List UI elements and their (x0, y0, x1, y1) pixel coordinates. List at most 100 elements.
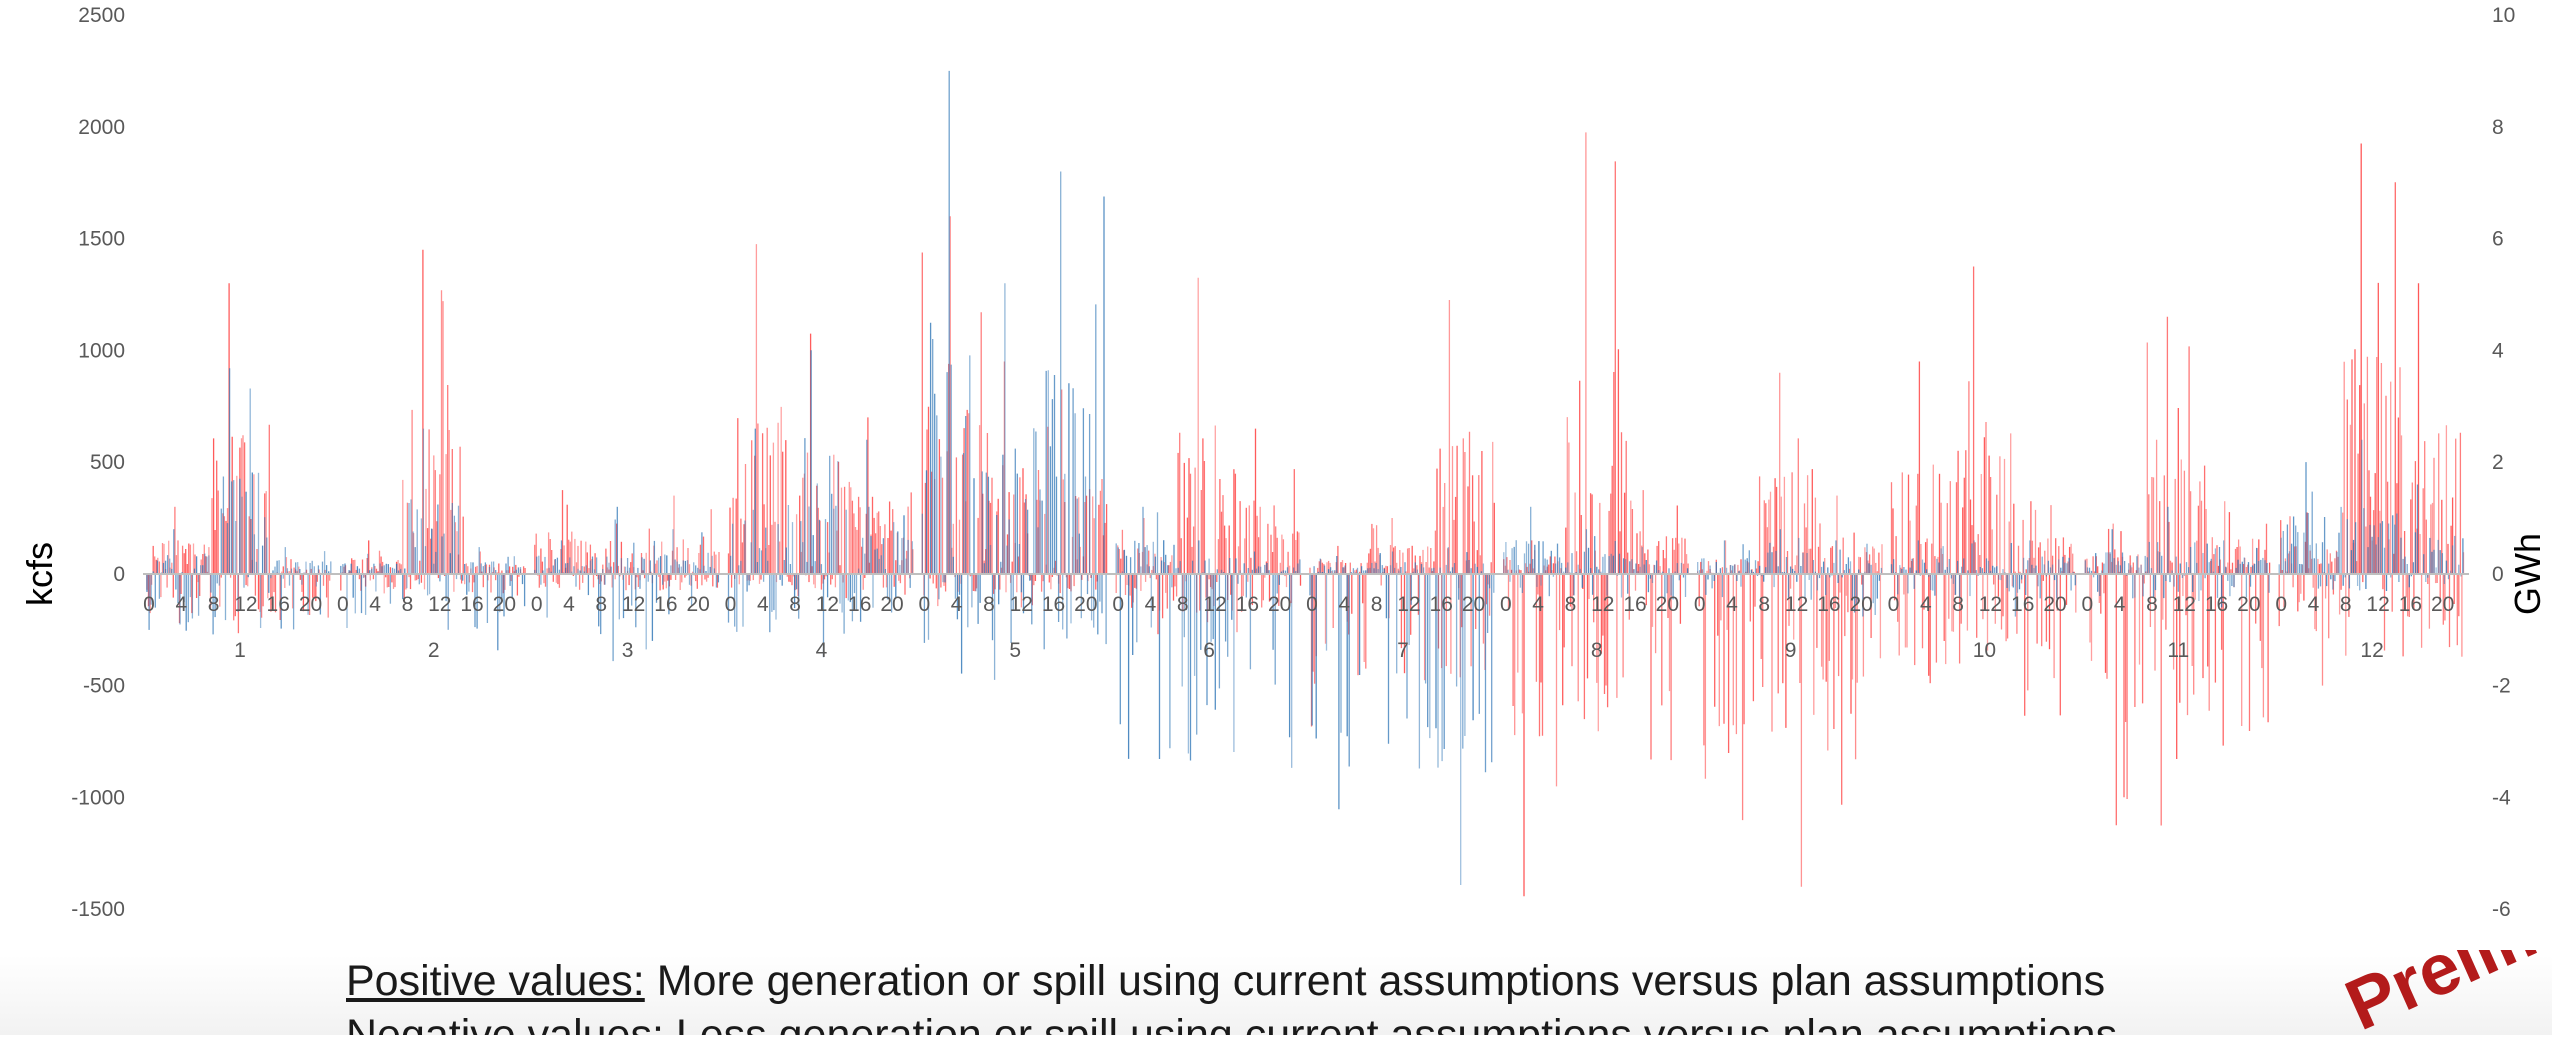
hour-label-m3-h0: 0 (531, 593, 543, 616)
hour-label-m3-h20: 20 (687, 593, 710, 616)
month-label-2: 2 (428, 639, 440, 662)
left-tick-label-4: 500 (90, 451, 125, 474)
hour-label-m7-h20: 20 (1462, 593, 1485, 616)
hour-label-m12-h8: 8 (2340, 593, 2352, 616)
month-tick-labels: 1 2 3 4 5 6 7 8 9 10 11 12 (234, 639, 2384, 662)
hour-label-m3-h12: 12 (622, 593, 645, 616)
hour-label-m2-h20: 20 (493, 593, 516, 616)
month-label-12: 12 (2360, 639, 2383, 662)
right-tick-label-7: -4 (2492, 786, 2511, 809)
hour-label-m1-h16: 16 (267, 593, 290, 616)
red-series-bars (146, 132, 2465, 897)
hour-label-m9-h12: 12 (1785, 593, 1808, 616)
hour-label-m10-h8: 8 (1952, 593, 1964, 616)
hour-label-m8-h0: 0 (1500, 593, 1512, 616)
hour-label-m6-h4: 4 (1145, 593, 1157, 616)
left-tick-label-8: -1500 (71, 898, 125, 921)
hour-label-m1-h4: 4 (175, 593, 187, 616)
hour-label-m12-h4: 4 (2308, 593, 2320, 616)
hour-label-m1-h0: 0 (143, 593, 155, 616)
right-tick-label-2: 6 (2492, 228, 2504, 251)
hour-label-m11-h20: 20 (2237, 593, 2260, 616)
hour-label-m5-h16: 16 (1042, 593, 1065, 616)
hour-label-m8-h8: 8 (1565, 593, 1577, 616)
hour-label-m11-h4: 4 (2114, 593, 2126, 616)
hour-label-m2-h12: 12 (428, 593, 451, 616)
hour-label-m5-h0: 0 (918, 593, 930, 616)
hour-label-m9-h0: 0 (1694, 593, 1706, 616)
hour-label-m11-h8: 8 (2146, 593, 2158, 616)
note-positive-text: More generation or spill using current a… (644, 957, 2106, 1005)
hour-label-m4-h12: 12 (816, 593, 839, 616)
hour-label-m6-h20: 20 (1268, 593, 1291, 616)
left-tick-label-3: 1000 (78, 339, 125, 362)
hour-label-m8-h12: 12 (1591, 593, 1614, 616)
note-negative: Negative values: Less generation or spil… (346, 1011, 2118, 1035)
right-tick-label-3: 4 (2492, 339, 2504, 362)
hour-label-m12-h12: 12 (2366, 593, 2389, 616)
hour-label-m1-h8: 8 (208, 593, 220, 616)
hour-label-m9-h8: 8 (1758, 593, 1770, 616)
right-tick-label-5: 0 (2492, 563, 2504, 586)
left-tick-label-7: -1000 (71, 786, 125, 809)
hour-label-m2-h4: 4 (369, 593, 381, 616)
hour-label-m7-h0: 0 (1306, 593, 1318, 616)
hour-label-m4-h0: 0 (725, 593, 737, 616)
left-tick-label-0: 2500 (78, 4, 125, 27)
hour-label-m7-h8: 8 (1371, 593, 1383, 616)
hour-label-m8-h16: 16 (1623, 593, 1646, 616)
hour-label-m5-h12: 12 (1010, 593, 1033, 616)
month-label-1: 1 (234, 639, 246, 662)
hour-label-m10-h12: 12 (1979, 593, 2002, 616)
hour-label-m11-h12: 12 (2173, 593, 2196, 616)
month-label-9: 9 (1785, 639, 1797, 662)
hour-label-m2-h16: 16 (460, 593, 483, 616)
hour-label-m2-h0: 0 (337, 593, 349, 616)
hour-label-m9-h16: 16 (1817, 593, 1840, 616)
month-label-4: 4 (816, 639, 828, 662)
hour-label-m6-h0: 0 (1112, 593, 1124, 616)
hour-label-m8-h4: 4 (1532, 593, 1544, 616)
hour-label-m4-h16: 16 (848, 593, 871, 616)
hour-label-m11-h0: 0 (2081, 593, 2093, 616)
notes-box: Positive values: More generation or spil… (346, 954, 2246, 1035)
hour-tick-labels: 0 4 8 12 16 20 0 4 8 12 16 20 0 4 8 12 16 20 0 4 8 12 16 20 0 4 8 1… (143, 593, 2454, 616)
hour-label-m5-h4: 4 (951, 593, 963, 616)
right-tick-label-8: -6 (2492, 898, 2511, 921)
month-label-6: 6 (1203, 639, 1215, 662)
hour-label-m6-h16: 16 (1236, 593, 1259, 616)
month-label-7: 7 (1397, 639, 1409, 662)
note-positive: Positive values: More generation or spil… (346, 954, 2246, 1008)
hour-label-m12-h16: 16 (2399, 593, 2422, 616)
left-tick-label-5: 0 (113, 563, 125, 586)
right-tick-label-0: 10 (2492, 4, 2515, 27)
hour-label-m10-h0: 0 (1888, 593, 1900, 616)
month-label-5: 5 (1009, 639, 1021, 662)
hour-label-m6-h12: 12 (1203, 593, 1226, 616)
hour-label-m5-h8: 8 (983, 593, 995, 616)
hour-label-m7-h4: 4 (1338, 593, 1350, 616)
blue-series-bars (146, 70, 2464, 885)
left-axis-title: kcfs (19, 542, 60, 606)
hour-label-m4-h4: 4 (757, 593, 769, 616)
left-tick-label-2: 1500 (78, 228, 125, 251)
month-label-3: 3 (622, 639, 634, 662)
hour-label-m8-h20: 20 (1656, 593, 1679, 616)
hour-label-m10-h20: 20 (2043, 593, 2066, 616)
hour-label-m9-h4: 4 (1726, 593, 1738, 616)
hour-label-m12-h20: 20 (2431, 593, 2454, 616)
left-tick-label-6: -500 (83, 675, 125, 698)
hour-label-m11-h16: 16 (2205, 593, 2228, 616)
hour-label-m6-h8: 8 (1177, 593, 1189, 616)
hour-label-m7-h16: 16 (1430, 593, 1453, 616)
hour-label-m4-h20: 20 (880, 593, 903, 616)
right-tick-label-1: 8 (2492, 116, 2504, 139)
right-axis-title: GWh (2507, 533, 2548, 615)
footer-band (0, 955, 2552, 1035)
month-label-8: 8 (1591, 639, 1603, 662)
preliminary-stamp-text: Preliminary (2334, 950, 2552, 1040)
hour-label-m10-h4: 4 (1920, 593, 1932, 616)
left-tick-label-1: 2000 (78, 116, 125, 139)
